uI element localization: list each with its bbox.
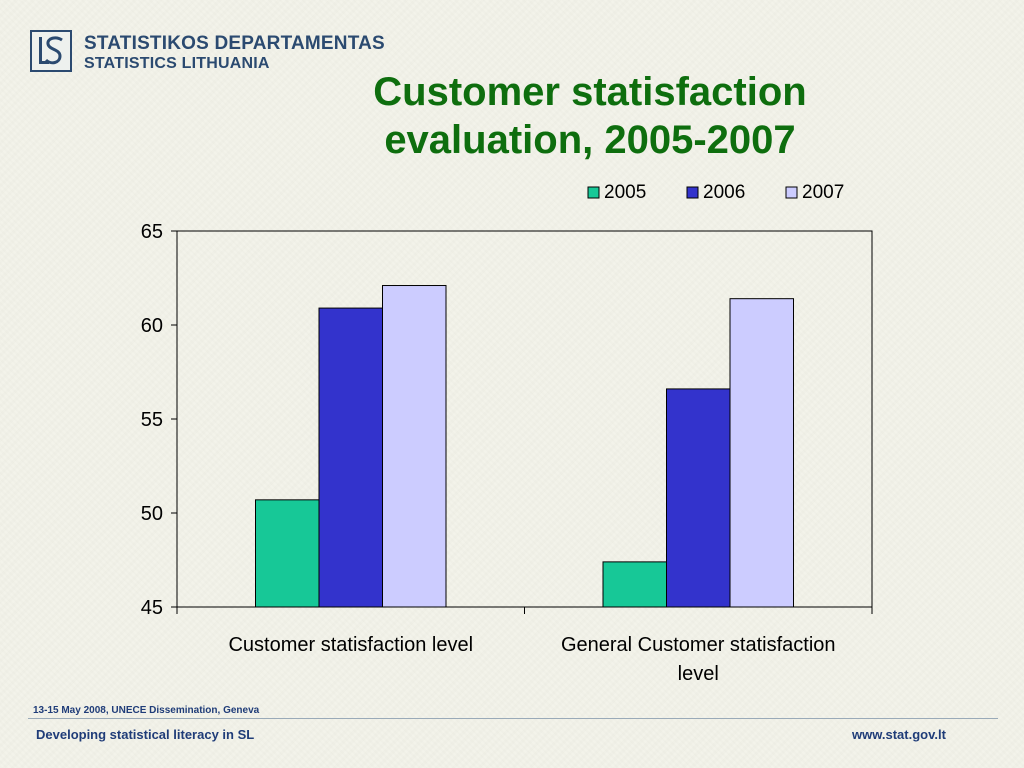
legend-swatch-2007 (785, 186, 798, 199)
x-category-label-1: General Customer statisfaction level (561, 634, 836, 685)
footer-divider (28, 718, 998, 719)
bar-2006-1 (666, 388, 731, 608)
y-tick-label-0: 45 (141, 597, 163, 619)
bar-2006-0 (318, 307, 383, 608)
bar-2005-1 (602, 561, 667, 608)
legend-label-2007: 2007 (802, 182, 844, 203)
title-line2: evaluation, 2005-2007 (384, 118, 796, 162)
bar-2007-1 (729, 298, 794, 608)
title-line1: Customer statisfaction (373, 70, 807, 114)
legend-swatch-2006 (686, 186, 699, 199)
legend-label-2006: 2006 (703, 182, 745, 203)
page-title: Customer statisfaction evaluation, 2005-… (290, 68, 890, 164)
logo-line2: STATISTICS LITHUANIA (84, 55, 270, 72)
y-tick-label-2: 55 (141, 409, 163, 431)
bar-chart: 45 50 55 60 65 Customer statisfaction level Ge… (141, 182, 873, 685)
footer-website-link[interactable]: www.stat.gov.lt (852, 727, 946, 742)
legend-swatch-2005 (587, 186, 600, 199)
logo: STATISTIKOS DEPARTAMENTAS STATISTICS LIT… (30, 30, 385, 76)
footer-date: 13-15 May 2008, UNECE Dissemination, Gen… (33, 705, 260, 716)
x-category-label-0: Customer statisfaction level (228, 634, 473, 656)
ls-logo-icon (30, 30, 72, 72)
footer-left-text: Developing statistical literacy in SL (36, 727, 255, 742)
y-tick-label-3: 60 (141, 315, 163, 337)
y-tick-label-4: 65 (141, 221, 163, 243)
legend-label-2005: 2005 (604, 182, 646, 203)
logo-line1: STATISTIKOS DEPARTAMENTAS (84, 33, 385, 54)
y-tick-label-1: 50 (141, 503, 163, 525)
bar-2005-0 (255, 499, 320, 608)
bar-2007-0 (382, 285, 447, 608)
